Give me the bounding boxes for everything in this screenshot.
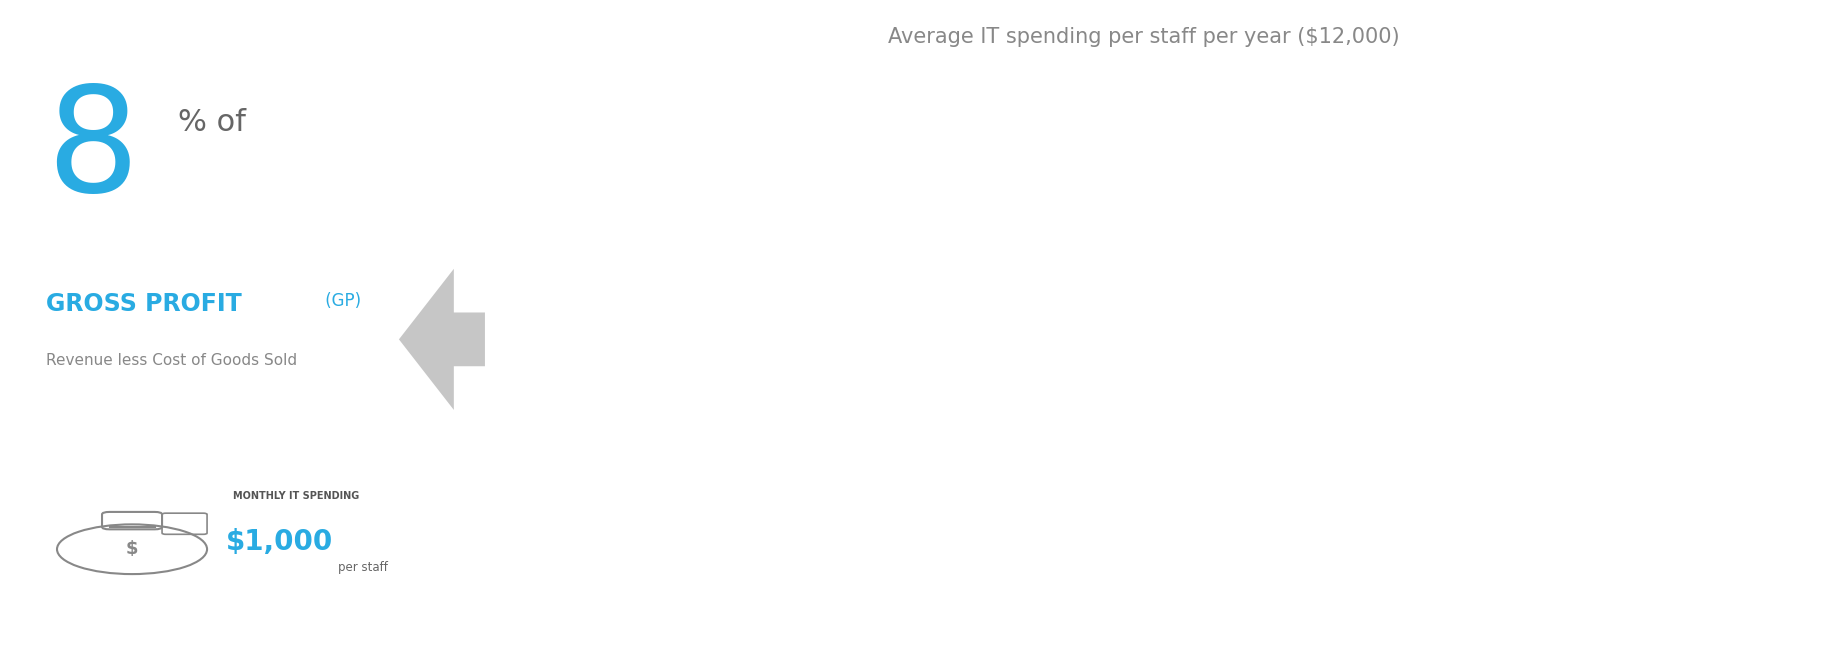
Bar <box>558 242 747 358</box>
Text: $: $ <box>126 540 139 558</box>
Text: Firm wide every 3 years: Firm wide every 3 years <box>864 487 981 496</box>
Text: Average IT spending per staff per year ($12,000): Average IT spending per staff per year (… <box>888 27 1400 47</box>
Text: per staff: per staff <box>339 561 388 575</box>
Text: Antivirus: Antivirus <box>847 108 915 121</box>
Text: GROSS PROFIT: GROSS PROFIT <box>46 292 242 317</box>
Text: $1,000: $1,000 <box>225 528 333 556</box>
Text: 8: 8 <box>46 81 139 222</box>
Text: DATA BACKUP: DATA BACKUP <box>1175 106 1266 119</box>
Text: MONTHLY IT SPENDING: MONTHLY IT SPENDING <box>234 491 359 501</box>
Text: CRM, ERP, etc.: CRM, ERP, etc. <box>1506 487 1577 496</box>
Text: Revenue less Cost of Goods Sold: Revenue less Cost of Goods Sold <box>46 353 296 368</box>
Text: Microsoft 365: Microsoft 365 <box>864 285 955 298</box>
Text: For every $1,000,000 of GP,: For every $1,000,000 of GP, <box>115 434 351 450</box>
Text: Outlook, Office, Teams subscription: Outlook, Office, Teams subscription <box>864 308 1036 317</box>
Text: IT SUPPORT: IT SUPPORT <box>1506 119 1585 132</box>
Text: SHARED IT RESOURCES: SHARED IT RESOURCES <box>512 464 668 476</box>
Text: LAPTOP: LAPTOP <box>512 119 565 132</box>
Text: </>: </> <box>1537 522 1565 537</box>
Text: % of: % of <box>178 108 245 136</box>
Text: Printer, server, internet, firewall, etc.: Printer, server, internet, firewall, etc… <box>512 487 694 496</box>
Polygon shape <box>399 269 485 410</box>
Text: M365, workstation: M365, workstation <box>1175 129 1265 138</box>
Text: Avg 30mins per mth: Avg 30mins per mth <box>1506 165 1605 175</box>
Text: BUSINESS APPS: BUSINESS APPS <box>1506 464 1610 476</box>
Text: (GP): (GP) <box>320 292 361 310</box>
Text: Lifespan of 3 years: Lifespan of 3 years <box>512 165 606 175</box>
Text: Antispam: Antispam <box>847 132 917 145</box>
Text: BACKEND UPGRADE: BACKEND UPGRADE <box>864 464 996 476</box>
